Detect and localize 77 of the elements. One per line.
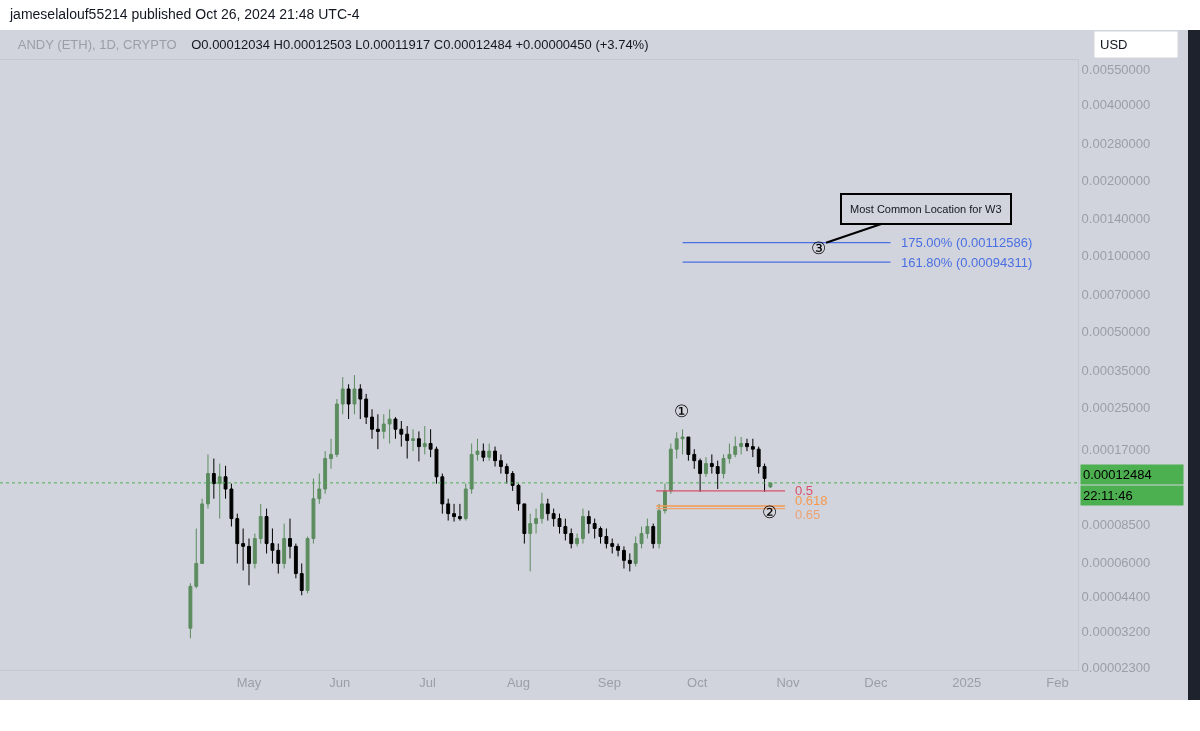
candlestick bbox=[405, 425, 410, 460]
candlestick bbox=[534, 508, 539, 535]
candlestick bbox=[528, 513, 533, 572]
candlestick bbox=[217, 463, 222, 520]
ref-line-label: 0.00012484 bbox=[1083, 467, 1152, 482]
candlestick bbox=[375, 413, 380, 450]
candlestick bbox=[692, 448, 697, 470]
candlestick bbox=[200, 498, 205, 564]
candlestick bbox=[668, 443, 673, 495]
candlestick bbox=[539, 492, 544, 525]
candlestick bbox=[487, 443, 492, 462]
candlestick bbox=[622, 545, 626, 569]
candlestick bbox=[381, 413, 386, 440]
candlestick bbox=[686, 436, 691, 462]
candlestick bbox=[715, 460, 720, 490]
candlestick bbox=[258, 503, 263, 545]
candlestick bbox=[575, 533, 580, 547]
candlestick bbox=[247, 538, 251, 586]
candlestick bbox=[411, 428, 415, 452]
candlestick bbox=[329, 438, 333, 470]
candlestick bbox=[504, 463, 509, 485]
candlestick bbox=[698, 458, 703, 493]
candlestick bbox=[299, 562, 304, 596]
candlestick bbox=[768, 482, 773, 489]
candlestick bbox=[241, 528, 246, 571]
candlestick bbox=[498, 453, 503, 475]
candlestick bbox=[370, 408, 374, 440]
candlestick bbox=[346, 383, 351, 420]
candlestick bbox=[657, 503, 662, 549]
candlestick bbox=[739, 436, 744, 455]
series-label: 161.80% (0.00094311) bbox=[901, 255, 1033, 270]
candlestick bbox=[745, 438, 749, 452]
candlestick bbox=[340, 376, 345, 415]
candlestick bbox=[387, 408, 392, 445]
candlestick bbox=[334, 398, 339, 458]
candlestick bbox=[194, 528, 199, 589]
candlestick bbox=[252, 533, 257, 569]
series-label: 175.00% (0.00112586) bbox=[901, 235, 1033, 250]
candlestick bbox=[581, 508, 585, 545]
candlestick bbox=[446, 498, 451, 522]
candlestick bbox=[422, 425, 427, 455]
candlestick bbox=[211, 458, 216, 500]
candlestick bbox=[358, 383, 363, 420]
candlestick bbox=[416, 430, 421, 462]
text: 22:11:46 bbox=[1083, 488, 1133, 503]
candlestick bbox=[651, 523, 656, 549]
candlestick bbox=[493, 446, 497, 468]
candlestick bbox=[586, 510, 591, 535]
candlestick bbox=[481, 443, 486, 462]
candlestick bbox=[323, 450, 328, 495]
text: USD bbox=[1100, 37, 1128, 52]
candlestick bbox=[545, 498, 550, 522]
candlestick bbox=[750, 438, 755, 458]
annotation: Most Common Location for W3 bbox=[850, 203, 1002, 215]
candlestick bbox=[352, 374, 357, 415]
candlestick bbox=[293, 543, 298, 579]
candlestick bbox=[709, 453, 714, 475]
annotation: ③ bbox=[811, 239, 826, 258]
series-label: 0.65 bbox=[795, 507, 821, 522]
text: jameselalouf55214 published Oct 26, 2024 21:48 UTC-4 bbox=[0, 0, 1200, 30]
candlestick bbox=[288, 518, 292, 559]
candlestick bbox=[569, 528, 574, 549]
candlestick bbox=[282, 523, 287, 569]
annotation: ② bbox=[762, 503, 777, 522]
candlestick bbox=[364, 393, 369, 425]
candlestick bbox=[452, 503, 456, 523]
candlestick bbox=[206, 453, 210, 510]
candlestick bbox=[188, 582, 193, 639]
candlestick bbox=[733, 435, 738, 458]
candlestick bbox=[627, 552, 632, 572]
chart-subtitle: O0.00012034 H0.00012503 L0.00011917 C0.00012484 +0.00000450 (+3.74%) bbox=[191, 36, 649, 52]
candlestick bbox=[610, 538, 615, 554]
candlestick bbox=[457, 503, 462, 522]
candlestick bbox=[704, 456, 708, 478]
candlestick bbox=[463, 483, 468, 522]
annotation: ① bbox=[674, 402, 689, 421]
candlestick bbox=[616, 543, 621, 557]
